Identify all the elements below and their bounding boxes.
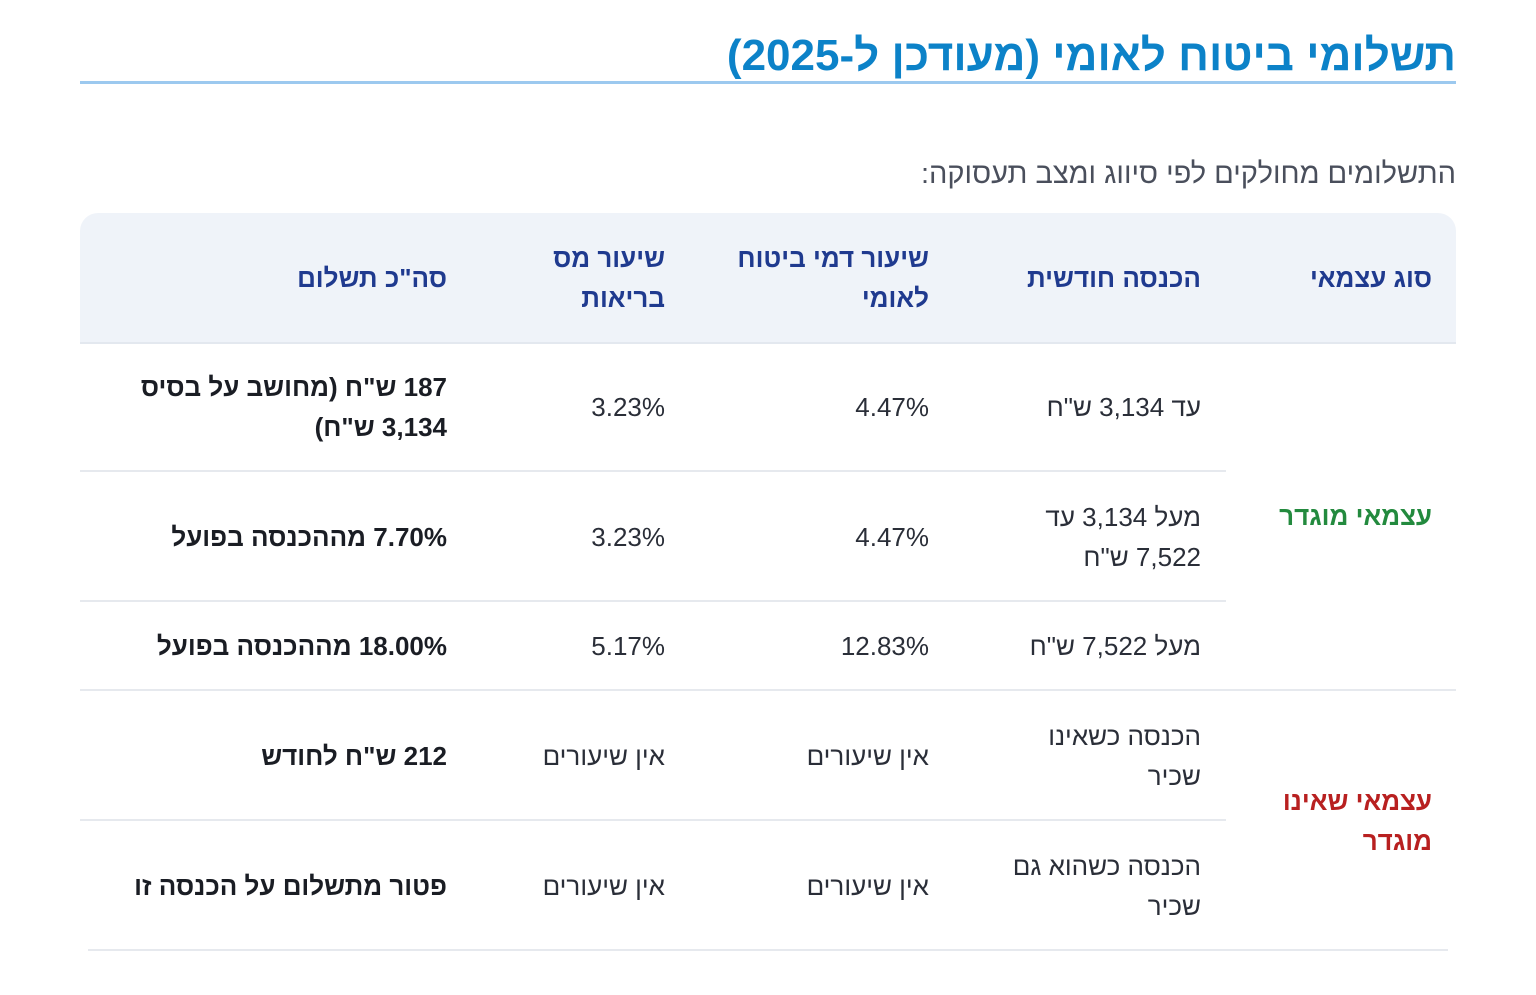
row-income: מעל 3,134 עד 7,522 ש"ח: [1045, 501, 1201, 572]
row-income: הכנסה כשהוא גם שכיר: [1012, 850, 1201, 921]
row-income: מעל 7,522 ש"ח: [1029, 631, 1201, 661]
row-income: עד 3,134 ש"ח: [1046, 391, 1201, 422]
table-bottom-border: [88, 949, 1448, 951]
header-income: הכנסה חודשית: [1027, 262, 1201, 293]
type-label-registered: עצמאי מוגדר: [1279, 501, 1432, 531]
row-total: פטור מתשלום על הכנסה זו: [134, 870, 447, 901]
payments-table: סוג עצמאי הכנסה חודשית שיעור דמי ביטוח ל…: [80, 213, 1456, 953]
row-national-insurance: 4.47%: [855, 521, 929, 552]
type-label-unregistered: עצמאי שאינו מוגדר: [1282, 786, 1432, 856]
row-health-tax: 3.23%: [591, 391, 665, 422]
row-national-insurance: אין שיעורים: [806, 740, 929, 771]
group-divider: [80, 689, 1456, 691]
row-total: 212 ש"ח לחודש: [261, 740, 447, 771]
page-title: תשלומי ביטוח לאומי (מעודכן ל-2025): [726, 31, 1456, 80]
table-header: [80, 213, 1456, 344]
row-divider: [80, 819, 1226, 821]
row-health-tax: 3.23%: [591, 521, 665, 552]
title-underline: [80, 81, 1456, 84]
row-health-tax: 5.17%: [591, 631, 665, 661]
row-health-tax: אין שיעורים: [542, 870, 665, 901]
header-type: סוג עצמאי: [1309, 262, 1432, 293]
row-total: 187 ש"ח (מחושב על בסיס 3,134 ש"ח): [140, 371, 447, 442]
row-divider: [80, 470, 1226, 472]
row-national-insurance: אין שיעורים: [806, 870, 929, 901]
header-health-tax: שיעור מס בריאות: [553, 242, 665, 313]
row-national-insurance: 4.47%: [855, 391, 929, 422]
table-description: התשלומים מחולקים לפי סיווג ומצב תעסוקה:: [921, 158, 1456, 190]
header-total: סה"כ תשלום: [297, 262, 447, 293]
row-total: 18.00% מההכנסה בפועל: [156, 631, 447, 661]
row-health-tax: אין שיעורים: [542, 740, 665, 771]
header-national-insurance: שיעור דמי ביטוח לאומי: [737, 242, 929, 313]
row-total: 7.70% מההכנסה בפועל: [171, 521, 447, 552]
row-income: הכנסה כשאינו שכיר: [1048, 720, 1201, 791]
row-national-insurance: 12.83%: [840, 631, 929, 661]
row-divider: [80, 600, 1226, 602]
